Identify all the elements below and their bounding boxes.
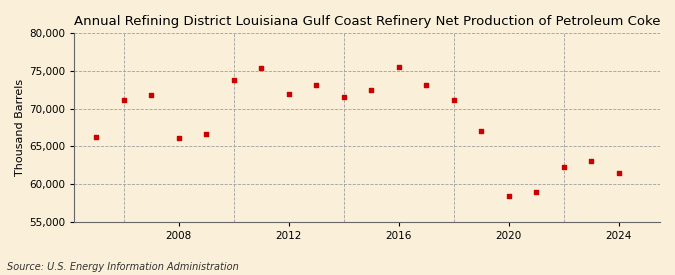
Point <box>476 129 487 133</box>
Y-axis label: Thousand Barrels: Thousand Barrels <box>15 79 25 176</box>
Point <box>256 66 267 70</box>
Point <box>228 78 239 82</box>
Point <box>448 97 459 102</box>
Point <box>338 94 349 99</box>
Point <box>366 88 377 92</box>
Point <box>284 91 294 96</box>
Point <box>421 83 432 87</box>
Point <box>311 83 322 87</box>
Point <box>91 134 102 139</box>
Point <box>201 131 212 136</box>
Point <box>394 65 404 70</box>
Point <box>118 97 129 102</box>
Text: Source: U.S. Energy Information Administration: Source: U.S. Energy Information Administ… <box>7 262 238 272</box>
Title: Annual Refining District Louisiana Gulf Coast Refinery Net Production of Petrole: Annual Refining District Louisiana Gulf … <box>74 15 660 28</box>
Point <box>504 194 514 198</box>
Point <box>531 189 541 194</box>
Point <box>173 136 184 140</box>
Point <box>614 170 624 175</box>
Point <box>586 158 597 163</box>
Point <box>146 93 157 97</box>
Point <box>558 164 569 169</box>
